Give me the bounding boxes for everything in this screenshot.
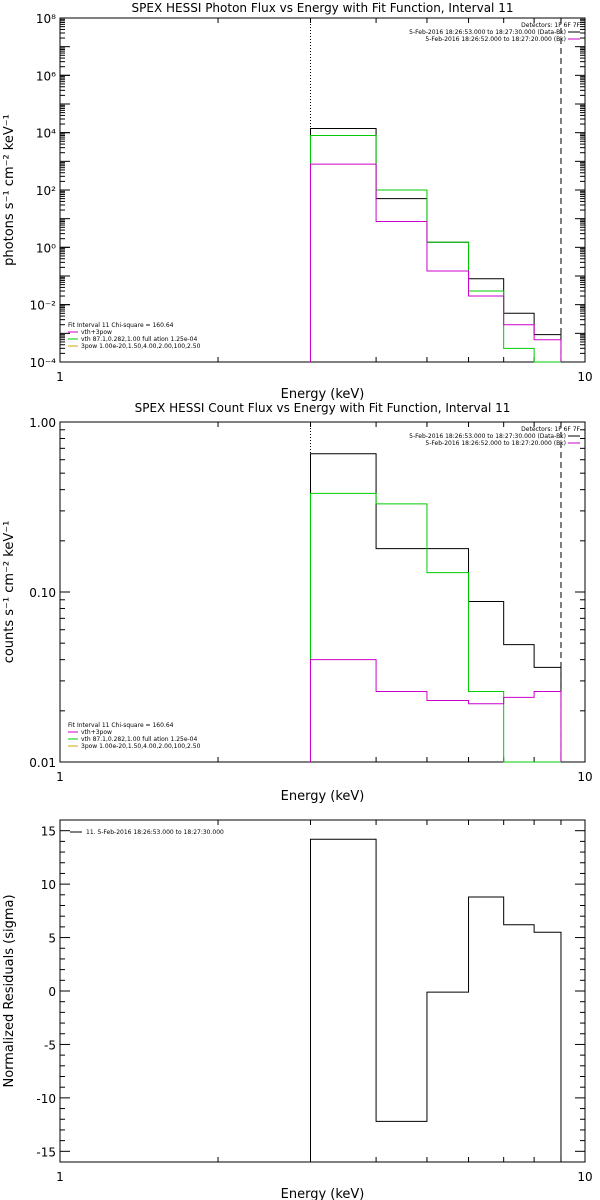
x-tick-label: 1 bbox=[56, 770, 64, 784]
y-tick-label: 10 bbox=[41, 878, 56, 892]
y-tick-label: -15 bbox=[36, 1145, 56, 1159]
series-vth-3pow bbox=[309, 134, 561, 363]
fit-legend-entry: vth+3pow bbox=[81, 729, 112, 736]
x-tick-label: 10 bbox=[577, 1170, 592, 1184]
chart-panel-2: SPEX HESSI Count Flux vs Energy with Fit… bbox=[2, 401, 593, 804]
legend-entry: 5-Feb-2016 18:26:52.000 to 18:27:20.000 … bbox=[425, 36, 566, 43]
legend-entry: 5-Feb-2016 18:26:53.000 to 18:27:30.000 … bbox=[409, 433, 566, 440]
chart-panel-3: 1 10 Energy (keV) Normalized Residuals (sig… bbox=[2, 819, 593, 1200]
series-vth-3pow bbox=[309, 492, 561, 763]
y-tick-label: 10² bbox=[36, 184, 56, 198]
y-tick-label: 10⁸ bbox=[36, 12, 56, 26]
plot-frame bbox=[59, 421, 586, 763]
legend-entry: 5-Feb-2016 18:26:52.000 to 18:27:20.000 … bbox=[425, 440, 566, 447]
plot-frame bbox=[59, 17, 586, 363]
x-axis-label: Energy (keV) bbox=[281, 789, 365, 804]
series-5-feb-2016-18-26-53-000-to-18-27-30-000-data-bk- bbox=[309, 127, 562, 362]
plot-frame bbox=[59, 819, 586, 1163]
x-axis-label: Energy (keV) bbox=[281, 387, 365, 402]
y-tick-label: 10⁶ bbox=[36, 69, 56, 83]
y-tick-label: -5 bbox=[44, 1038, 56, 1052]
x-tick-label: 1 bbox=[56, 370, 64, 384]
y-axis-label: Normalized Residuals (sigma) bbox=[2, 894, 17, 1087]
series-5-feb-2016-18-26-52-000-to-18-27-20-000-bk- bbox=[309, 659, 562, 762]
y-tick-label: 0 bbox=[48, 985, 56, 999]
fit-legend-entry: 3pow 1.00e-20,1.50,4.00,2.00,100,2.50 bbox=[81, 343, 201, 350]
x-tick-label: 10 bbox=[577, 370, 592, 384]
series-5-feb-2016-18-26-53-000-to-18-27-30-000-data-bk- bbox=[309, 453, 562, 762]
y-tick-label: 10⁴ bbox=[36, 127, 56, 141]
fit-legend-title: Fit Interval 11 Chi-square = 160.64 bbox=[68, 722, 174, 729]
y-tick-label: 0.01 bbox=[29, 756, 56, 770]
x-tick-label: 1 bbox=[56, 1170, 64, 1184]
y-tick-label: 1.00 bbox=[29, 416, 56, 430]
fit-legend-title: Fit Interval 11 Chi-square = 160.64 bbox=[68, 322, 174, 329]
y-tick-label: 0.10 bbox=[29, 586, 56, 600]
y-axis-label: photons s⁻¹ cm⁻² keV⁻¹ bbox=[2, 114, 17, 266]
y-tick-label: 10⁻⁴ bbox=[30, 356, 57, 370]
legend-entry: 5-Feb-2016 18:26:53.000 to 18:27:30.000 … bbox=[409, 29, 566, 36]
fit-legend-entry: vth 87.1,0.282,1.00 full ation 1.25e-04 bbox=[81, 336, 197, 343]
chart-title: SPEX HESSI Photon Flux vs Energy with Fi… bbox=[132, 1, 514, 15]
fit-legend-entry: vth 87.1,0.282,1.00 full ation 1.25e-04 bbox=[81, 736, 197, 743]
chart-panel-1: SPEX HESSI Photon Flux vs Energy with Fi… bbox=[2, 1, 593, 402]
y-tick-label: -10 bbox=[36, 1092, 56, 1106]
detectors-label: Detectors: 1F 6F 7F bbox=[521, 22, 580, 29]
x-axis-label: Energy (keV) bbox=[281, 1187, 365, 1200]
y-tick-label: 10⁻² bbox=[30, 299, 57, 313]
y-axis-label: counts s⁻¹ cm⁻² keV⁻¹ bbox=[2, 521, 17, 664]
fit-legend-entry: 3pow 1.00e-20,1.50,4.00,2.00,100,2.50 bbox=[81, 743, 201, 750]
series-5-feb-2016-18-26-52-000-to-18-27-20-000-bk- bbox=[309, 163, 562, 362]
chart-title: SPEX HESSI Count Flux vs Energy with Fit… bbox=[135, 401, 511, 415]
detectors-label: Detectors: 1F 6F 7F bbox=[521, 426, 580, 433]
residual-legend: 11. 5-Feb-2016 18:26:53.000 to 18:27:30.… bbox=[86, 829, 224, 836]
x-tick-label: 10 bbox=[577, 770, 592, 784]
y-tick-label: 5 bbox=[48, 932, 56, 946]
series-11-5-feb-2016-18-26-53-000-to-18-27-30-000 bbox=[309, 838, 562, 1162]
y-tick-label: 15 bbox=[41, 825, 56, 839]
fit-legend-entry: vth+3pow bbox=[81, 329, 112, 336]
y-tick-label: 10⁰ bbox=[36, 241, 56, 255]
